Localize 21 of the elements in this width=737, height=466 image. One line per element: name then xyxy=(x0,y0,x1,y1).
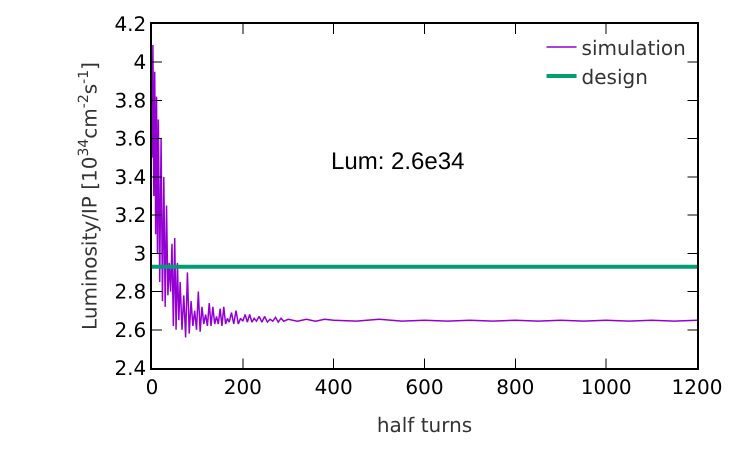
x-tick-label: 1000 xyxy=(580,374,632,399)
legend-label: design xyxy=(582,64,648,89)
y-tick-label: 4.2 xyxy=(114,12,146,36)
x-tick-label: 800 xyxy=(496,374,534,399)
x-tick-label: 0 xyxy=(146,374,158,399)
y-tick-label: 2.8 xyxy=(114,280,146,304)
y-tick-label: 2.6 xyxy=(114,318,146,342)
x-tick-label: 400 xyxy=(314,374,353,399)
y-tick-label: 3 xyxy=(134,241,146,266)
x-axis-title: half turns xyxy=(376,412,472,437)
x-tick-label: 1200 xyxy=(672,374,722,399)
y-tick-label: 2.4 xyxy=(114,356,146,380)
y-tick-label: 3.6 xyxy=(114,126,146,151)
y-tick-label: 3.4 xyxy=(114,164,146,189)
x-tick-label: 600 xyxy=(405,374,444,399)
y-tick-label: 4 xyxy=(134,50,146,74)
legend-label: simulation xyxy=(582,36,686,60)
y-tick-label: 3.2 xyxy=(114,203,146,228)
y-tick-label: 3.8 xyxy=(114,88,146,112)
x-tick-label: 200 xyxy=(224,374,262,399)
annotation: Lum: 2.6e34 xyxy=(331,148,464,175)
